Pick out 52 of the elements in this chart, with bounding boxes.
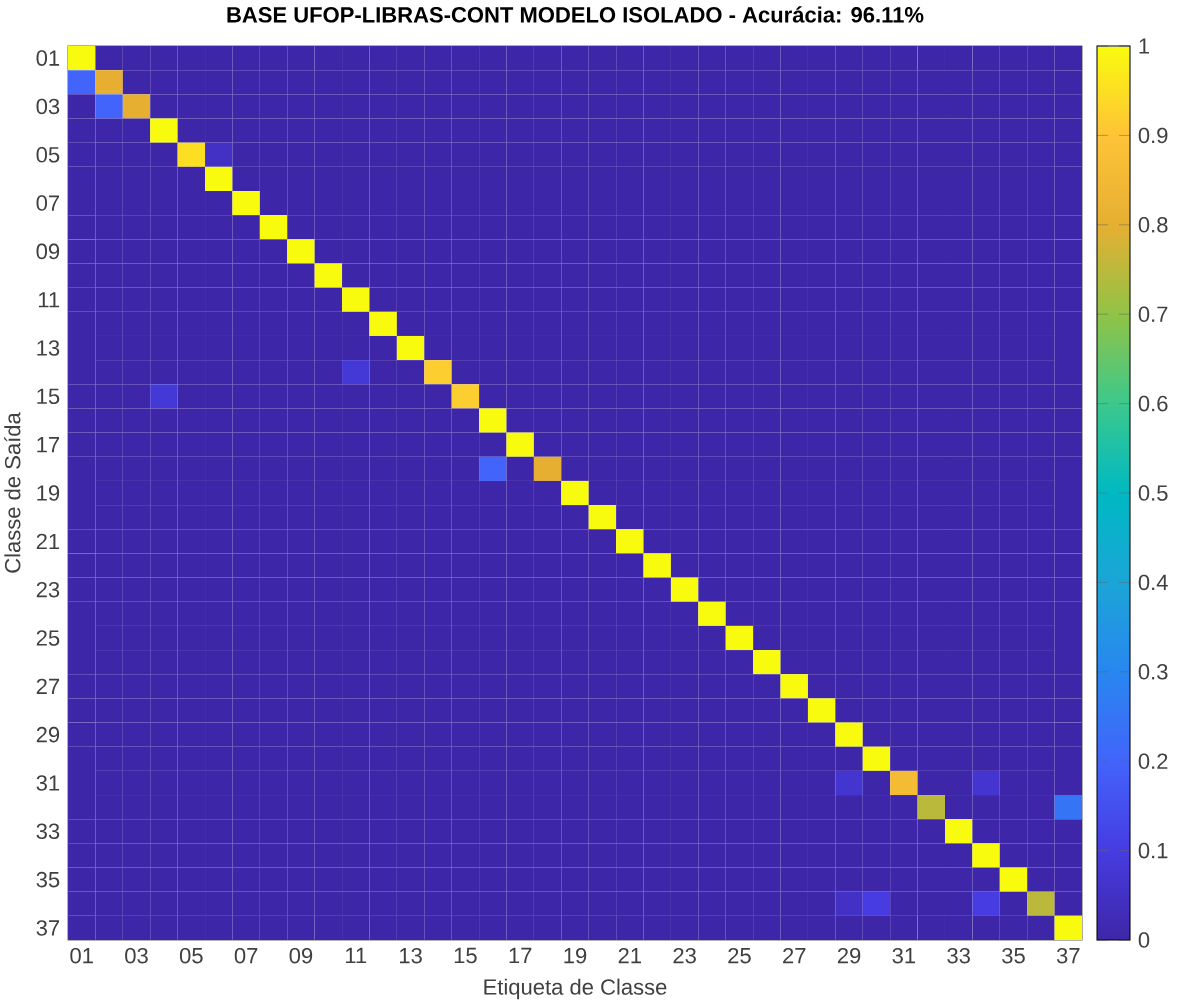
y-axis-title: Classe de Saída xyxy=(4,412,21,573)
x-tick-label: 05 xyxy=(179,947,203,964)
x-tick-label: 17 xyxy=(509,947,532,964)
x-tick-label: 01 xyxy=(70,947,93,964)
color-bar-label: 1 xyxy=(1139,38,1150,54)
x-tick-label: 37 xyxy=(1056,947,1080,964)
y-tick-label: 25 xyxy=(36,630,60,646)
color-bar-label: 0.1 xyxy=(1138,842,1168,859)
x-tick-label: 33 xyxy=(947,947,970,964)
color-bar-label: 0.5 xyxy=(1138,485,1168,501)
y-tick-label: 33 xyxy=(36,823,60,840)
x-tick-label: 13 xyxy=(400,947,422,964)
chart-title: BASE UFOP-LIBRAS-CONT MODELO ISOLADO - Acurácia: 96.11% xyxy=(227,6,924,23)
color-bar-label: 0.8 xyxy=(1138,217,1168,233)
color-bar-label: 0.9 xyxy=(1138,127,1168,144)
color-bar-label: 0.6 xyxy=(1138,395,1168,412)
y-tick-label: 29 xyxy=(36,726,60,743)
y-tick-label: 21 xyxy=(36,533,60,550)
x-tick-label: 07 xyxy=(234,947,258,964)
y-tick-label: 07 xyxy=(36,195,60,211)
y-tick-label: 27 xyxy=(36,678,60,694)
x-tick-label: 27 xyxy=(783,947,806,964)
x-tick-label: 09 xyxy=(289,947,313,964)
y-tick-label: 31 xyxy=(36,775,60,791)
y-tick-label: 17 xyxy=(37,437,60,453)
x-tick-label: 25 xyxy=(728,947,751,964)
y-tick-label: 13 xyxy=(37,340,60,356)
x-tick-label: 11 xyxy=(346,947,367,964)
y-tick-label: 11 xyxy=(38,292,60,308)
x-tick-label: 03 xyxy=(125,947,148,964)
x-tick-label: 21 xyxy=(618,947,641,964)
y-tick-label: 15 xyxy=(37,388,60,405)
x-tick-label: 15 xyxy=(454,947,477,964)
x-tick-label: 19 xyxy=(564,947,587,964)
y-tick-label: 37 xyxy=(36,920,60,936)
y-tick-label: 01 xyxy=(36,50,60,66)
x-tick-label: 23 xyxy=(673,947,696,964)
color-bar-label: 0.2 xyxy=(1138,753,1168,769)
y-tick-label: 09 xyxy=(36,243,60,260)
y-tick-label: 35 xyxy=(36,871,60,888)
color-bar-label: 0.3 xyxy=(1138,664,1168,680)
y-tick-label: 03 xyxy=(36,98,60,115)
y-tick-label: 05 xyxy=(36,146,60,163)
y-tick-label: 19 xyxy=(37,485,60,501)
y-tick-label: 23 xyxy=(36,581,60,598)
x-tick-label: 31 xyxy=(892,947,916,964)
x-tick-label: 35 xyxy=(1002,947,1025,964)
x-axis-title: Etiqueta de Classe xyxy=(484,978,667,1000)
x-tick-label: 29 xyxy=(837,947,861,964)
color-bar-label: 0.7 xyxy=(1138,306,1168,322)
color-bar-label: 0.4 xyxy=(1138,574,1168,591)
color-bar-label: 0 xyxy=(1138,932,1150,948)
